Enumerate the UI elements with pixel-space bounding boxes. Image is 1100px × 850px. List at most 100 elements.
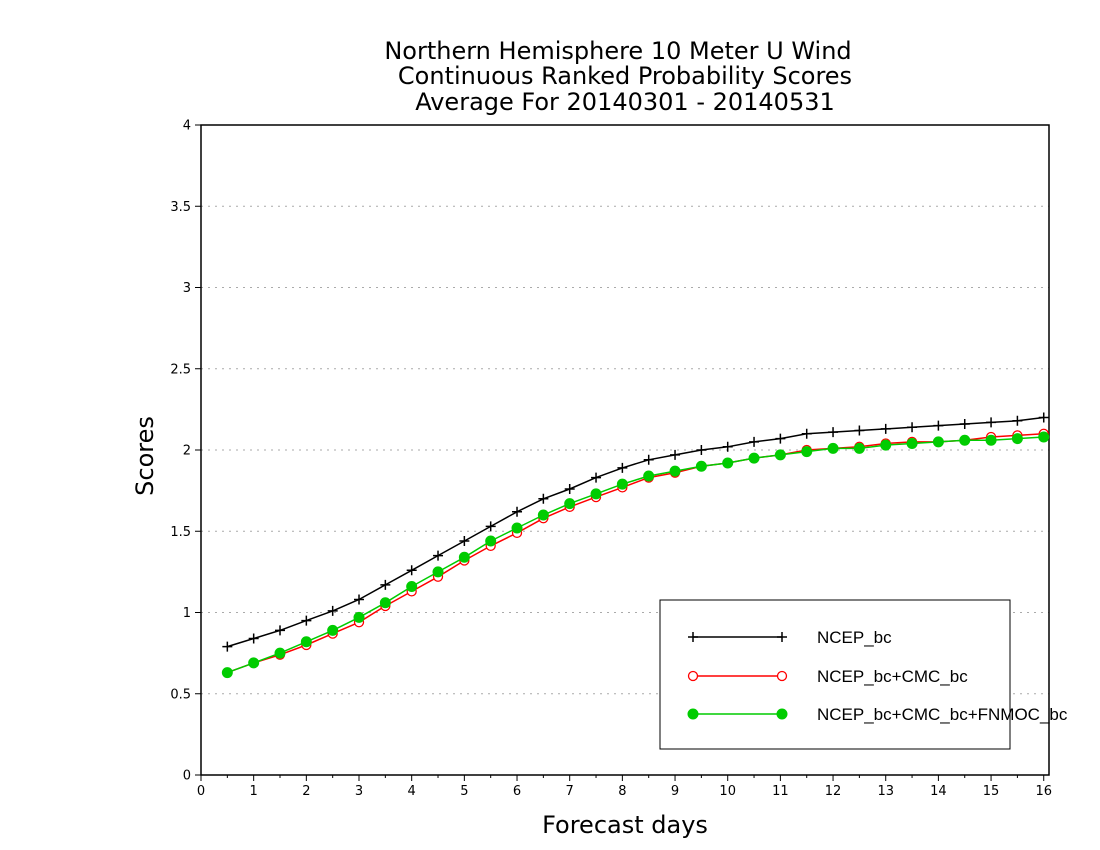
data-point bbox=[591, 472, 602, 483]
x-tick-label: 11 bbox=[772, 784, 789, 799]
x-tick-label: 3 bbox=[355, 784, 363, 799]
legend: NCEP_bc NCEP_bc+CMC_bc NCEP_bc+CMC_bc+FNMO… bbox=[659, 599, 1068, 750]
data-point bbox=[906, 438, 918, 449]
data-point bbox=[300, 636, 312, 648]
data-point bbox=[274, 647, 286, 659]
data-point bbox=[932, 436, 944, 448]
data-point bbox=[590, 488, 602, 500]
x-tick-label: 10 bbox=[719, 784, 736, 799]
data-point bbox=[695, 460, 707, 472]
data-point bbox=[986, 417, 997, 428]
y-tick-label: 2 bbox=[183, 444, 191, 459]
x-tick-label: 16 bbox=[1035, 784, 1052, 799]
legend-label: NCEP_bc+CMC_bc+FNMOC_bc bbox=[817, 705, 1068, 724]
data-point bbox=[248, 657, 260, 669]
legend-label: NCEP_bc bbox=[817, 628, 892, 647]
data-point bbox=[537, 509, 549, 521]
data-point bbox=[222, 641, 233, 652]
data-point bbox=[327, 624, 339, 636]
x-tick-label: 9 bbox=[671, 784, 679, 799]
x-axis-label: Forecast days bbox=[542, 811, 708, 839]
data-point bbox=[687, 708, 699, 720]
data-point bbox=[722, 457, 734, 469]
legend-box bbox=[659, 599, 1011, 750]
data-point bbox=[853, 442, 865, 454]
x-tick-label: 14 bbox=[930, 784, 947, 799]
data-point bbox=[985, 434, 997, 446]
data-point bbox=[616, 478, 628, 490]
data-point bbox=[687, 670, 699, 682]
y-tick-label: 0 bbox=[183, 769, 191, 784]
data-point bbox=[512, 506, 523, 517]
data-point bbox=[327, 605, 338, 616]
data-point bbox=[275, 625, 286, 636]
x-tick-label: 2 bbox=[302, 784, 310, 799]
x-tick-label: 8 bbox=[618, 784, 626, 799]
legend-label: NCEP_bc+CMC_bc bbox=[817, 667, 968, 686]
data-point bbox=[564, 484, 575, 494]
x-tick-label: 0 bbox=[197, 784, 205, 799]
data-point bbox=[380, 579, 391, 590]
data-point bbox=[485, 535, 497, 547]
data-point bbox=[617, 462, 628, 473]
data-point bbox=[749, 436, 760, 447]
data-point bbox=[432, 566, 444, 578]
y-axis: 0 0.5 1 1.5 2 2.5 3 3.5 4 bbox=[170, 119, 201, 784]
data-point bbox=[696, 445, 707, 455]
x-tick-label: 5 bbox=[460, 784, 468, 799]
x-tick-label: 15 bbox=[983, 784, 1000, 799]
data-point bbox=[959, 419, 970, 429]
data-point bbox=[827, 442, 839, 454]
x-tick-label: 12 bbox=[825, 784, 842, 799]
data-point bbox=[688, 632, 698, 642]
data-point bbox=[406, 565, 417, 576]
chart-title: Northern Hemisphere 10 Meter U Wind Cont… bbox=[384, 37, 852, 116]
x-axis: 0 1 2 3 4 5 6 7 8 9 10 11 12 13 14 15 16 bbox=[197, 775, 1052, 799]
data-point bbox=[775, 433, 786, 444]
data-point bbox=[670, 449, 681, 460]
data-point bbox=[907, 422, 918, 433]
data-point bbox=[485, 521, 496, 532]
data-point bbox=[801, 428, 812, 439]
data-point bbox=[643, 454, 654, 465]
data-point bbox=[1038, 412, 1049, 423]
data-point bbox=[643, 470, 655, 482]
y-tick-label: 4 bbox=[183, 119, 191, 134]
x-tick-label: 7 bbox=[566, 784, 574, 799]
y-tick-label: 1 bbox=[183, 606, 191, 621]
x-tick-label: 4 bbox=[408, 784, 416, 799]
gridlines bbox=[201, 205, 1049, 695]
data-point bbox=[959, 434, 971, 446]
data-point bbox=[564, 498, 576, 510]
data-point bbox=[459, 536, 470, 546]
chart-title-line-2: Continuous Ranked Probability Scores bbox=[398, 62, 852, 90]
data-point bbox=[301, 615, 312, 626]
data-point bbox=[777, 632, 787, 642]
x-tick-label: 1 bbox=[250, 784, 258, 799]
data-point bbox=[669, 465, 681, 477]
data-point bbox=[538, 493, 549, 504]
data-point bbox=[776, 708, 788, 720]
data-point bbox=[933, 420, 944, 431]
data-point bbox=[1011, 433, 1023, 445]
data-point bbox=[748, 452, 760, 464]
data-point bbox=[433, 550, 444, 561]
data-point bbox=[248, 633, 259, 644]
data-point bbox=[774, 449, 786, 461]
y-tick-label: 0.5 bbox=[170, 687, 191, 702]
chart-title-line-1: Northern Hemisphere 10 Meter U Wind bbox=[384, 37, 851, 65]
y-tick-label: 3.5 bbox=[170, 200, 191, 215]
data-point bbox=[828, 427, 839, 438]
data-point bbox=[511, 522, 523, 534]
data-point bbox=[458, 551, 470, 563]
y-tick-label: 3 bbox=[183, 281, 191, 296]
y-tick-label: 2.5 bbox=[170, 362, 191, 377]
data-point bbox=[854, 425, 865, 436]
data-point bbox=[379, 597, 391, 609]
series-3 bbox=[221, 431, 1050, 679]
legend-item: NCEP_bc+CMC_bc+FNMOC_bc bbox=[687, 705, 1068, 724]
y-tick-label: 1.5 bbox=[170, 525, 191, 540]
data-point bbox=[776, 670, 788, 682]
legend-item: NCEP_bc+CMC_bc bbox=[687, 667, 968, 686]
